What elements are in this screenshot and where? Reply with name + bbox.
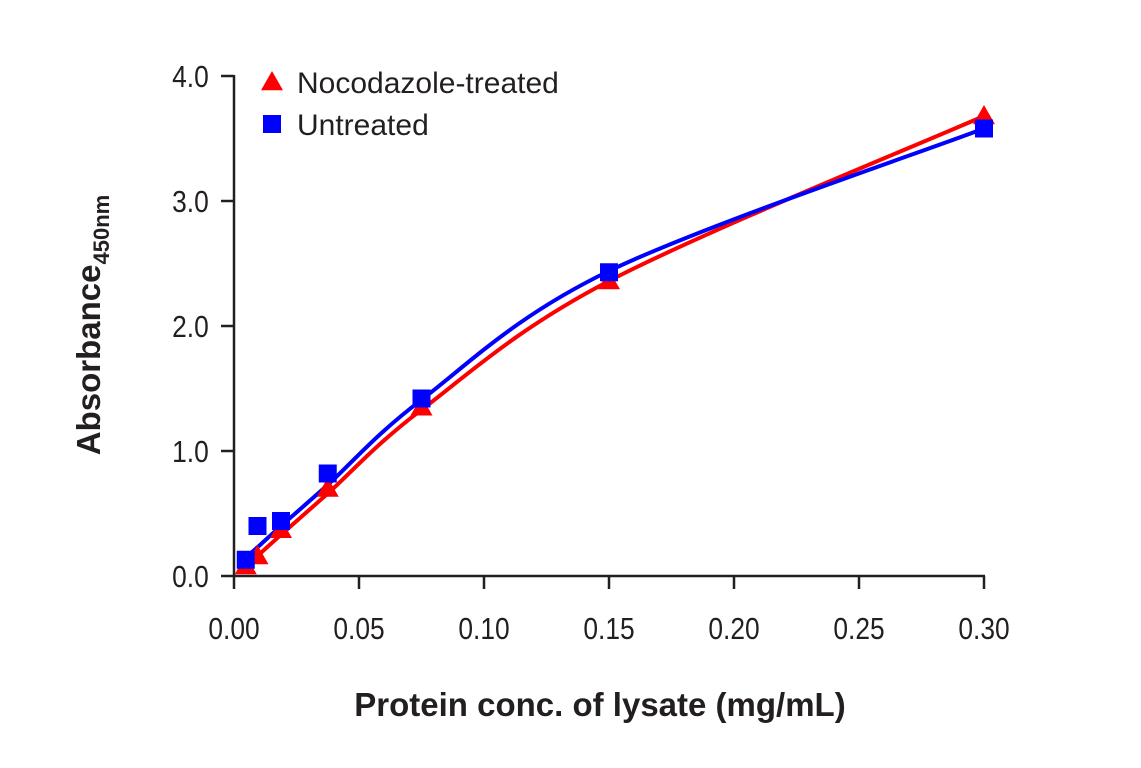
x-ticks: 0.00 0.05 0.10 0.15 0.20 0.25 0.30 <box>208 576 1010 647</box>
y-axis-title: Absorbance450nm <box>70 195 114 455</box>
nocodazole-treated-legend-label: Nocodazole-treated <box>297 67 559 100</box>
x-tick-label: 0.05 <box>333 612 384 646</box>
y-tick-label: 4.0 <box>172 60 209 94</box>
y-ticks: 0.0 1.0 2.0 3.0 4.0 <box>172 60 234 595</box>
axes <box>232 75 985 578</box>
y-tick-label: 0.0 <box>172 560 209 594</box>
untreated-data-point <box>272 512 290 530</box>
nocodazole-treated-fit-curve <box>243 114 986 570</box>
untreated-data-point <box>412 389 431 408</box>
data-markers <box>234 105 995 575</box>
untreated-fit-curve <box>243 126 986 560</box>
y-axis-title-subscript: 450nm <box>89 195 114 265</box>
untreated-data-point <box>318 464 337 483</box>
untreated-legend-marker <box>263 115 281 133</box>
x-tick-label: 0.20 <box>708 612 759 646</box>
nocodazole-treated-data-point <box>973 105 995 125</box>
x-tick-label: 0.10 <box>458 612 509 646</box>
nocodazole-treated-legend-marker <box>261 71 283 91</box>
untreated-data-point <box>236 550 255 569</box>
nocodazole-treated-data-point <box>316 477 339 497</box>
x-tick-label: 0.25 <box>833 612 884 646</box>
fit-curves <box>243 114 986 570</box>
x-axis-title: Protein conc. of lysate (mg/mL) <box>354 686 845 723</box>
x-tick-label: 0.15 <box>583 612 634 646</box>
untreated-data-point <box>975 119 993 138</box>
untreated-legend-label: Untreated <box>297 109 429 142</box>
x-tick-label: 0.00 <box>208 612 259 646</box>
untreated-data-point <box>600 263 618 282</box>
y-axis-title-main: Absorbance <box>70 265 107 456</box>
y-tick-label: 3.0 <box>172 185 209 219</box>
untreated-data-point <box>248 517 267 535</box>
y-tick-label: 2.0 <box>172 310 209 344</box>
y-tick-label: 1.0 <box>172 435 209 469</box>
legend: Nocodazole-treated Untreated <box>261 67 559 142</box>
x-tick-label: 0.30 <box>958 612 1009 646</box>
